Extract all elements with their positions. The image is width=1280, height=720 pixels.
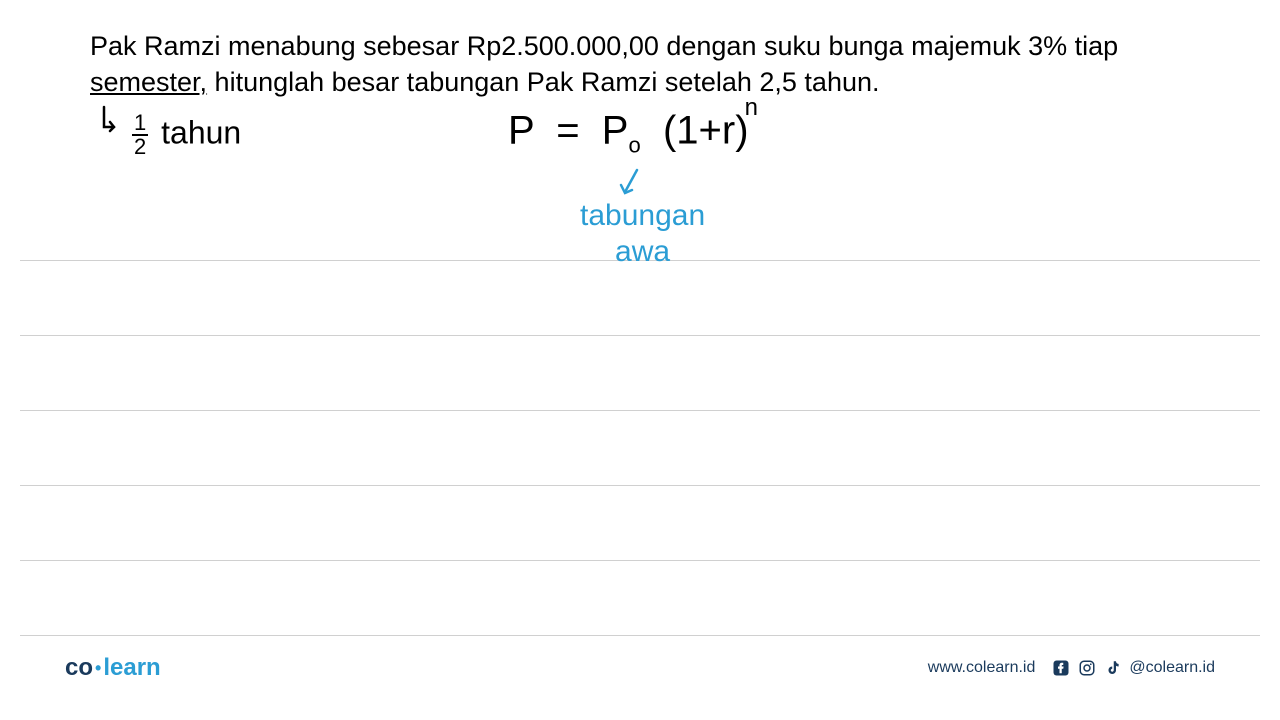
annotation-arrow-down-icon (617, 168, 647, 198)
footer-right-section: www.colearn.id @colearn.id (928, 658, 1215, 678)
problem-line-2-rest: hitunglah besar tabungan Pak Ramzi setel… (207, 67, 879, 97)
formula-P: P (508, 108, 534, 152)
annotation-line-1: tabungan (580, 199, 705, 232)
instagram-icon (1077, 658, 1097, 678)
formula-exponent-n: n (745, 94, 758, 121)
website-url: www.colearn.id (928, 659, 1036, 677)
formula-P0-subscript: o (628, 132, 640, 157)
annotation-tabungan-awal: tabungan awa (580, 198, 705, 270)
formula-P0-base: P (602, 108, 629, 152)
tiktok-icon (1103, 658, 1123, 678)
facebook-icon (1051, 658, 1071, 678)
handwritten-half-year: 1 2 tahun (132, 112, 241, 158)
tahun-label: tahun (161, 114, 241, 150)
formula-plus: + (699, 108, 722, 152)
annotation-line-2: awa (615, 235, 670, 268)
fraction-numerator: 1 (132, 112, 148, 136)
logo-co: co (65, 654, 93, 681)
formula-paren-open: ( (663, 108, 676, 152)
page-footer: co•learn www.colearn.id @colearn.id (65, 654, 1215, 682)
social-handle: @colearn.id (1129, 659, 1215, 677)
logo-learn: learn (103, 654, 160, 681)
fraction-denominator: 2 (132, 136, 148, 158)
compound-interest-formula: P = Po (1+r)n (508, 108, 762, 158)
colearn-logo: co•learn (65, 654, 161, 682)
problem-line-1: Pak Ramzi menabung sebesar Rp2.500.000,0… (90, 31, 1118, 61)
logo-dot-icon: • (95, 658, 101, 678)
formula-one: 1 (676, 108, 698, 152)
formula-r: r (722, 108, 735, 152)
social-icons-group: @colearn.id (1051, 658, 1215, 678)
problem-statement: Pak Ramzi menabung sebesar Rp2.500.000,0… (90, 28, 1250, 101)
problem-underlined-word: semester, (90, 67, 207, 97)
annotation-arrow-icon (100, 105, 130, 135)
formula-equals: = (556, 108, 579, 152)
